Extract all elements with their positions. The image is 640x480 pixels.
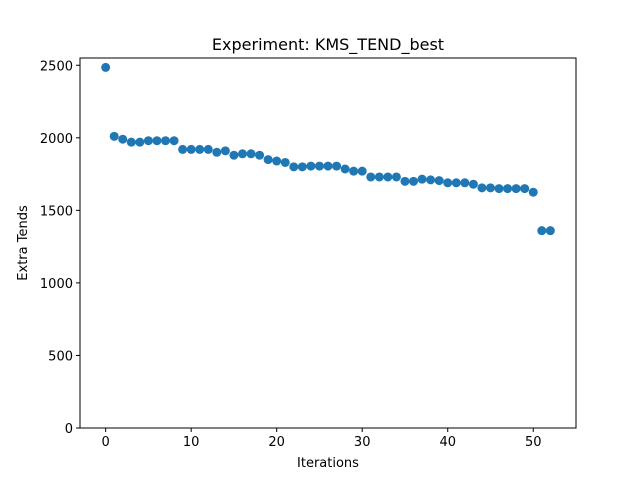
data-point [503,184,513,194]
data-point [383,172,393,182]
y-tick-label: 500 [48,349,73,364]
x-axis-ticks: 0 10 20 30 40 50 [102,428,542,450]
data-point [101,62,111,72]
data-point [366,172,376,182]
chart-title: Experiment: KMS_TEND_best [212,35,444,55]
data-point [195,144,205,154]
data-point [494,184,504,194]
data-point [443,178,453,188]
y-tick-label: 1500 [40,204,73,219]
data-point [340,164,350,174]
data-point [332,161,342,171]
data-point [246,149,256,159]
x-tick-label: 10 [183,435,200,450]
x-tick-label: 50 [525,435,542,450]
data-point [143,136,153,146]
data-point [485,183,495,193]
x-axis-label: Iterations [297,456,359,471]
data-point [306,161,316,171]
data-point [212,147,222,157]
x-tick-label: 30 [354,435,371,450]
data-point [161,136,171,146]
data-point [255,150,265,160]
data-point [357,166,367,176]
plot-frame [79,57,577,429]
data-point [220,146,230,156]
data-point [409,176,419,186]
data-point [126,137,136,147]
x-tick-label: 40 [439,435,456,450]
data-point [152,136,162,146]
data-point [374,172,384,182]
data-point [537,226,547,236]
data-point [451,178,461,188]
data-point [229,150,239,160]
data-point [520,184,530,194]
data-point [135,137,145,147]
y-axis-ticks: 0 500 1000 1500 2000 2500 [40,59,80,437]
data-point [323,161,333,171]
data-point [468,179,478,189]
data-point [400,176,410,186]
data-point [203,144,213,154]
y-tick-label: 0 [65,422,73,437]
data-point [434,176,444,186]
x-tick-label: 0 [102,435,110,450]
data-point [272,156,282,166]
data-point [417,174,427,184]
y-tick-label: 2500 [40,59,73,74]
data-point [289,162,299,172]
data-points [101,62,555,236]
data-point [391,172,401,182]
data-point [186,144,196,154]
data-point [477,183,487,193]
data-point [511,184,521,194]
y-axis-label: Extra Tends [16,205,31,281]
data-point [109,131,119,141]
data-point [263,155,273,165]
y-tick-label: 2000 [40,132,73,147]
data-point [349,166,359,176]
data-point [426,175,436,185]
data-point [118,134,128,144]
data-point [545,226,555,236]
y-tick-label: 1000 [40,277,73,292]
data-point [169,136,179,146]
x-tick-label: 20 [268,435,285,450]
data-point [297,162,307,172]
data-point [314,161,324,171]
data-point [528,187,538,197]
data-point [237,149,247,159]
data-point [178,144,188,154]
data-point [460,178,470,188]
data-point [280,157,290,167]
